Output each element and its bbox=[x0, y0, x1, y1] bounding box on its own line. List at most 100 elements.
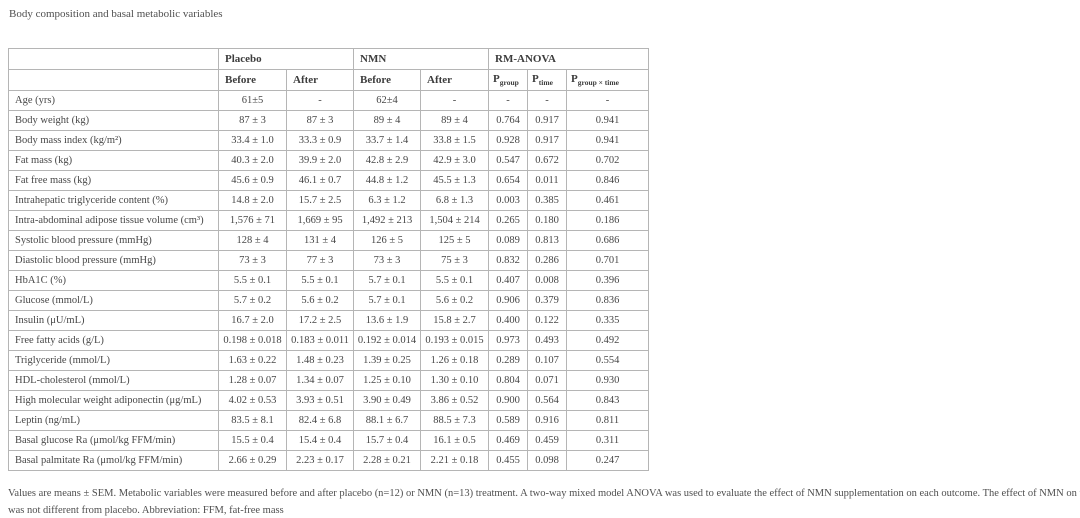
table-row: Basal palmitate Ra (μmol/kg FFM/min) 2.66… bbox=[8, 450, 650, 472]
value-cell: 0.917 bbox=[527, 110, 568, 132]
value-cell: 5.5 ± 0.1 bbox=[218, 270, 287, 292]
value-cell: 75 ± 3 bbox=[420, 250, 490, 272]
col-header-p-time: Ptime bbox=[527, 68, 568, 92]
table-row: Glucose (mmol/L) 5.7 ± 0.2 5.6 ± 0.2 5.7 ± … bbox=[8, 290, 650, 312]
value-cell: 0.846 bbox=[566, 170, 650, 192]
value-cell: 77 ± 3 bbox=[285, 250, 355, 272]
table-row: Intra-abdominal adipose tissue volume (c… bbox=[8, 210, 650, 232]
value-cell: 0.906 bbox=[488, 290, 529, 312]
value-cell: 0.928 bbox=[488, 130, 529, 152]
footnote-line-2: was not different from placebo. Abbrevia… bbox=[8, 505, 284, 517]
value-cell: 15.7 ± 2.5 bbox=[285, 190, 355, 212]
value-cell: 0.011 bbox=[527, 170, 568, 192]
value-cell: 15.7 ± 0.4 bbox=[353, 430, 422, 452]
row-label: Fat free mass (kg) bbox=[8, 170, 219, 192]
value-cell: 3.93 ± 0.51 bbox=[285, 390, 355, 412]
value-cell: 0.400 bbox=[488, 310, 529, 332]
value-cell: 15.4 ± 0.4 bbox=[285, 430, 355, 452]
value-cell: 0.804 bbox=[488, 370, 529, 392]
value-cell: 14.8 ± 2.0 bbox=[218, 190, 287, 212]
value-cell: 0.702 bbox=[566, 150, 650, 172]
value-cell: 0.917 bbox=[527, 130, 568, 152]
value-cell: 0.089 bbox=[488, 230, 529, 252]
value-cell: 16.7 ± 2.0 bbox=[218, 310, 287, 332]
value-cell: 0.008 bbox=[527, 270, 568, 292]
value-cell: 0.311 bbox=[566, 430, 650, 452]
value-cell: 0.813 bbox=[527, 230, 568, 252]
value-cell: 0.686 bbox=[566, 230, 650, 252]
value-cell: 0.107 bbox=[527, 350, 568, 372]
value-cell: 87 ± 3 bbox=[285, 110, 355, 132]
value-cell: 0.289 bbox=[488, 350, 529, 372]
value-cell: 88.1 ± 6.7 bbox=[353, 410, 422, 432]
empty-header-cell bbox=[8, 48, 219, 70]
value-cell: 0.265 bbox=[488, 210, 529, 232]
row-label: Diastolic blood pressure (mmHg) bbox=[8, 250, 219, 272]
value-cell: 5.7 ± 0.2 bbox=[218, 290, 287, 312]
row-label: HDL-cholesterol (mmol/L) bbox=[8, 370, 219, 392]
p-sub: group × time bbox=[577, 78, 619, 88]
value-cell: 1.25 ± 0.10 bbox=[353, 370, 422, 392]
value-cell: 1.39 ± 0.25 bbox=[353, 350, 422, 372]
value-cell: 1.26 ± 0.18 bbox=[420, 350, 490, 372]
table-row: HDL-cholesterol (mmol/L) 1.28 ± 0.07 1.34 … bbox=[8, 370, 650, 392]
value-cell: 42.8 ± 2.9 bbox=[353, 150, 422, 172]
value-cell: 0.469 bbox=[488, 430, 529, 452]
row-label: Intrahepatic triglyceride content (%) bbox=[8, 190, 219, 212]
value-cell: 1.63 ± 0.22 bbox=[218, 350, 287, 372]
col-header-placebo-before: Before bbox=[218, 68, 287, 92]
row-label: Age (yrs) bbox=[8, 90, 219, 112]
value-cell: 15.8 ± 2.7 bbox=[420, 310, 490, 332]
group-header-placebo: Placebo bbox=[217, 48, 355, 70]
col-header-p-group-x-time: Pgroup × time bbox=[566, 68, 650, 92]
table-row: Fat free mass (kg) 45.6 ± 0.9 46.1 ± 0.7 44… bbox=[8, 170, 650, 192]
value-cell: 5.7 ± 0.1 bbox=[353, 270, 422, 292]
value-cell: 44.8 ± 1.2 bbox=[353, 170, 422, 192]
value-cell: 5.6 ± 0.2 bbox=[420, 290, 490, 312]
value-cell: 0.973 bbox=[488, 330, 529, 352]
value-cell: - bbox=[285, 90, 355, 112]
value-cell: 0.071 bbox=[527, 370, 568, 392]
row-label: Fat mass (kg) bbox=[8, 150, 219, 172]
group-header-nmn: NMN bbox=[353, 48, 490, 70]
value-cell: 2.66 ± 0.29 bbox=[218, 450, 287, 472]
value-cell: 0.180 bbox=[527, 210, 568, 232]
value-cell: 5.5 ± 0.1 bbox=[420, 270, 490, 292]
value-cell: 131 ± 4 bbox=[285, 230, 355, 252]
value-cell: 61±5 bbox=[218, 90, 287, 112]
value-cell: 0.003 bbox=[488, 190, 529, 212]
value-cell: 0.379 bbox=[527, 290, 568, 312]
value-cell: 0.198 ± 0.018 bbox=[218, 330, 287, 352]
value-cell: 33.7 ± 1.4 bbox=[353, 130, 422, 152]
value-cell: 1,576 ± 71 bbox=[218, 210, 287, 232]
value-cell: 0.811 bbox=[566, 410, 650, 432]
table-row: High molecular weight adiponectin (μg/mL… bbox=[8, 390, 650, 412]
value-cell: 0.385 bbox=[527, 190, 568, 212]
value-cell: 4.02 ± 0.53 bbox=[218, 390, 287, 412]
value-cell: 0.455 bbox=[488, 450, 529, 472]
value-cell: 16.1 ± 0.5 bbox=[420, 430, 490, 452]
value-cell: 0.836 bbox=[566, 290, 650, 312]
value-cell: 0.764 bbox=[488, 110, 529, 132]
value-cell: 13.6 ± 1.9 bbox=[353, 310, 422, 332]
value-cell: 2.23 ± 0.17 bbox=[285, 450, 355, 472]
value-cell: 5.6 ± 0.2 bbox=[285, 290, 355, 312]
value-cell: 0.247 bbox=[566, 450, 650, 472]
value-cell: 1.30 ± 0.10 bbox=[420, 370, 490, 392]
value-cell: 0.843 bbox=[566, 390, 650, 412]
value-cell: 125 ± 5 bbox=[420, 230, 490, 252]
value-cell: 82.4 ± 6.8 bbox=[285, 410, 355, 432]
value-cell: 87 ± 3 bbox=[218, 110, 287, 132]
value-cell: 0.930 bbox=[566, 370, 650, 392]
value-cell: 0.192 ± 0.014 bbox=[353, 330, 422, 352]
table-row: Age (yrs) 61±5-62±4- - - - bbox=[8, 90, 650, 112]
table-row: Systolic blood pressure (mmHg) 128 ± 4 131… bbox=[8, 230, 650, 252]
value-cell: 0.701 bbox=[566, 250, 650, 272]
col-header-placebo-after: After bbox=[285, 68, 355, 92]
table-row: Free fatty acids (g/L) 0.198 ± 0.018 0.183… bbox=[8, 330, 650, 352]
value-cell: 0.461 bbox=[566, 190, 650, 212]
value-cell: 0.493 bbox=[527, 330, 568, 352]
value-cell: 0.941 bbox=[566, 130, 650, 152]
value-cell: 126 ± 5 bbox=[353, 230, 422, 252]
value-cell: 2.28 ± 0.21 bbox=[353, 450, 422, 472]
